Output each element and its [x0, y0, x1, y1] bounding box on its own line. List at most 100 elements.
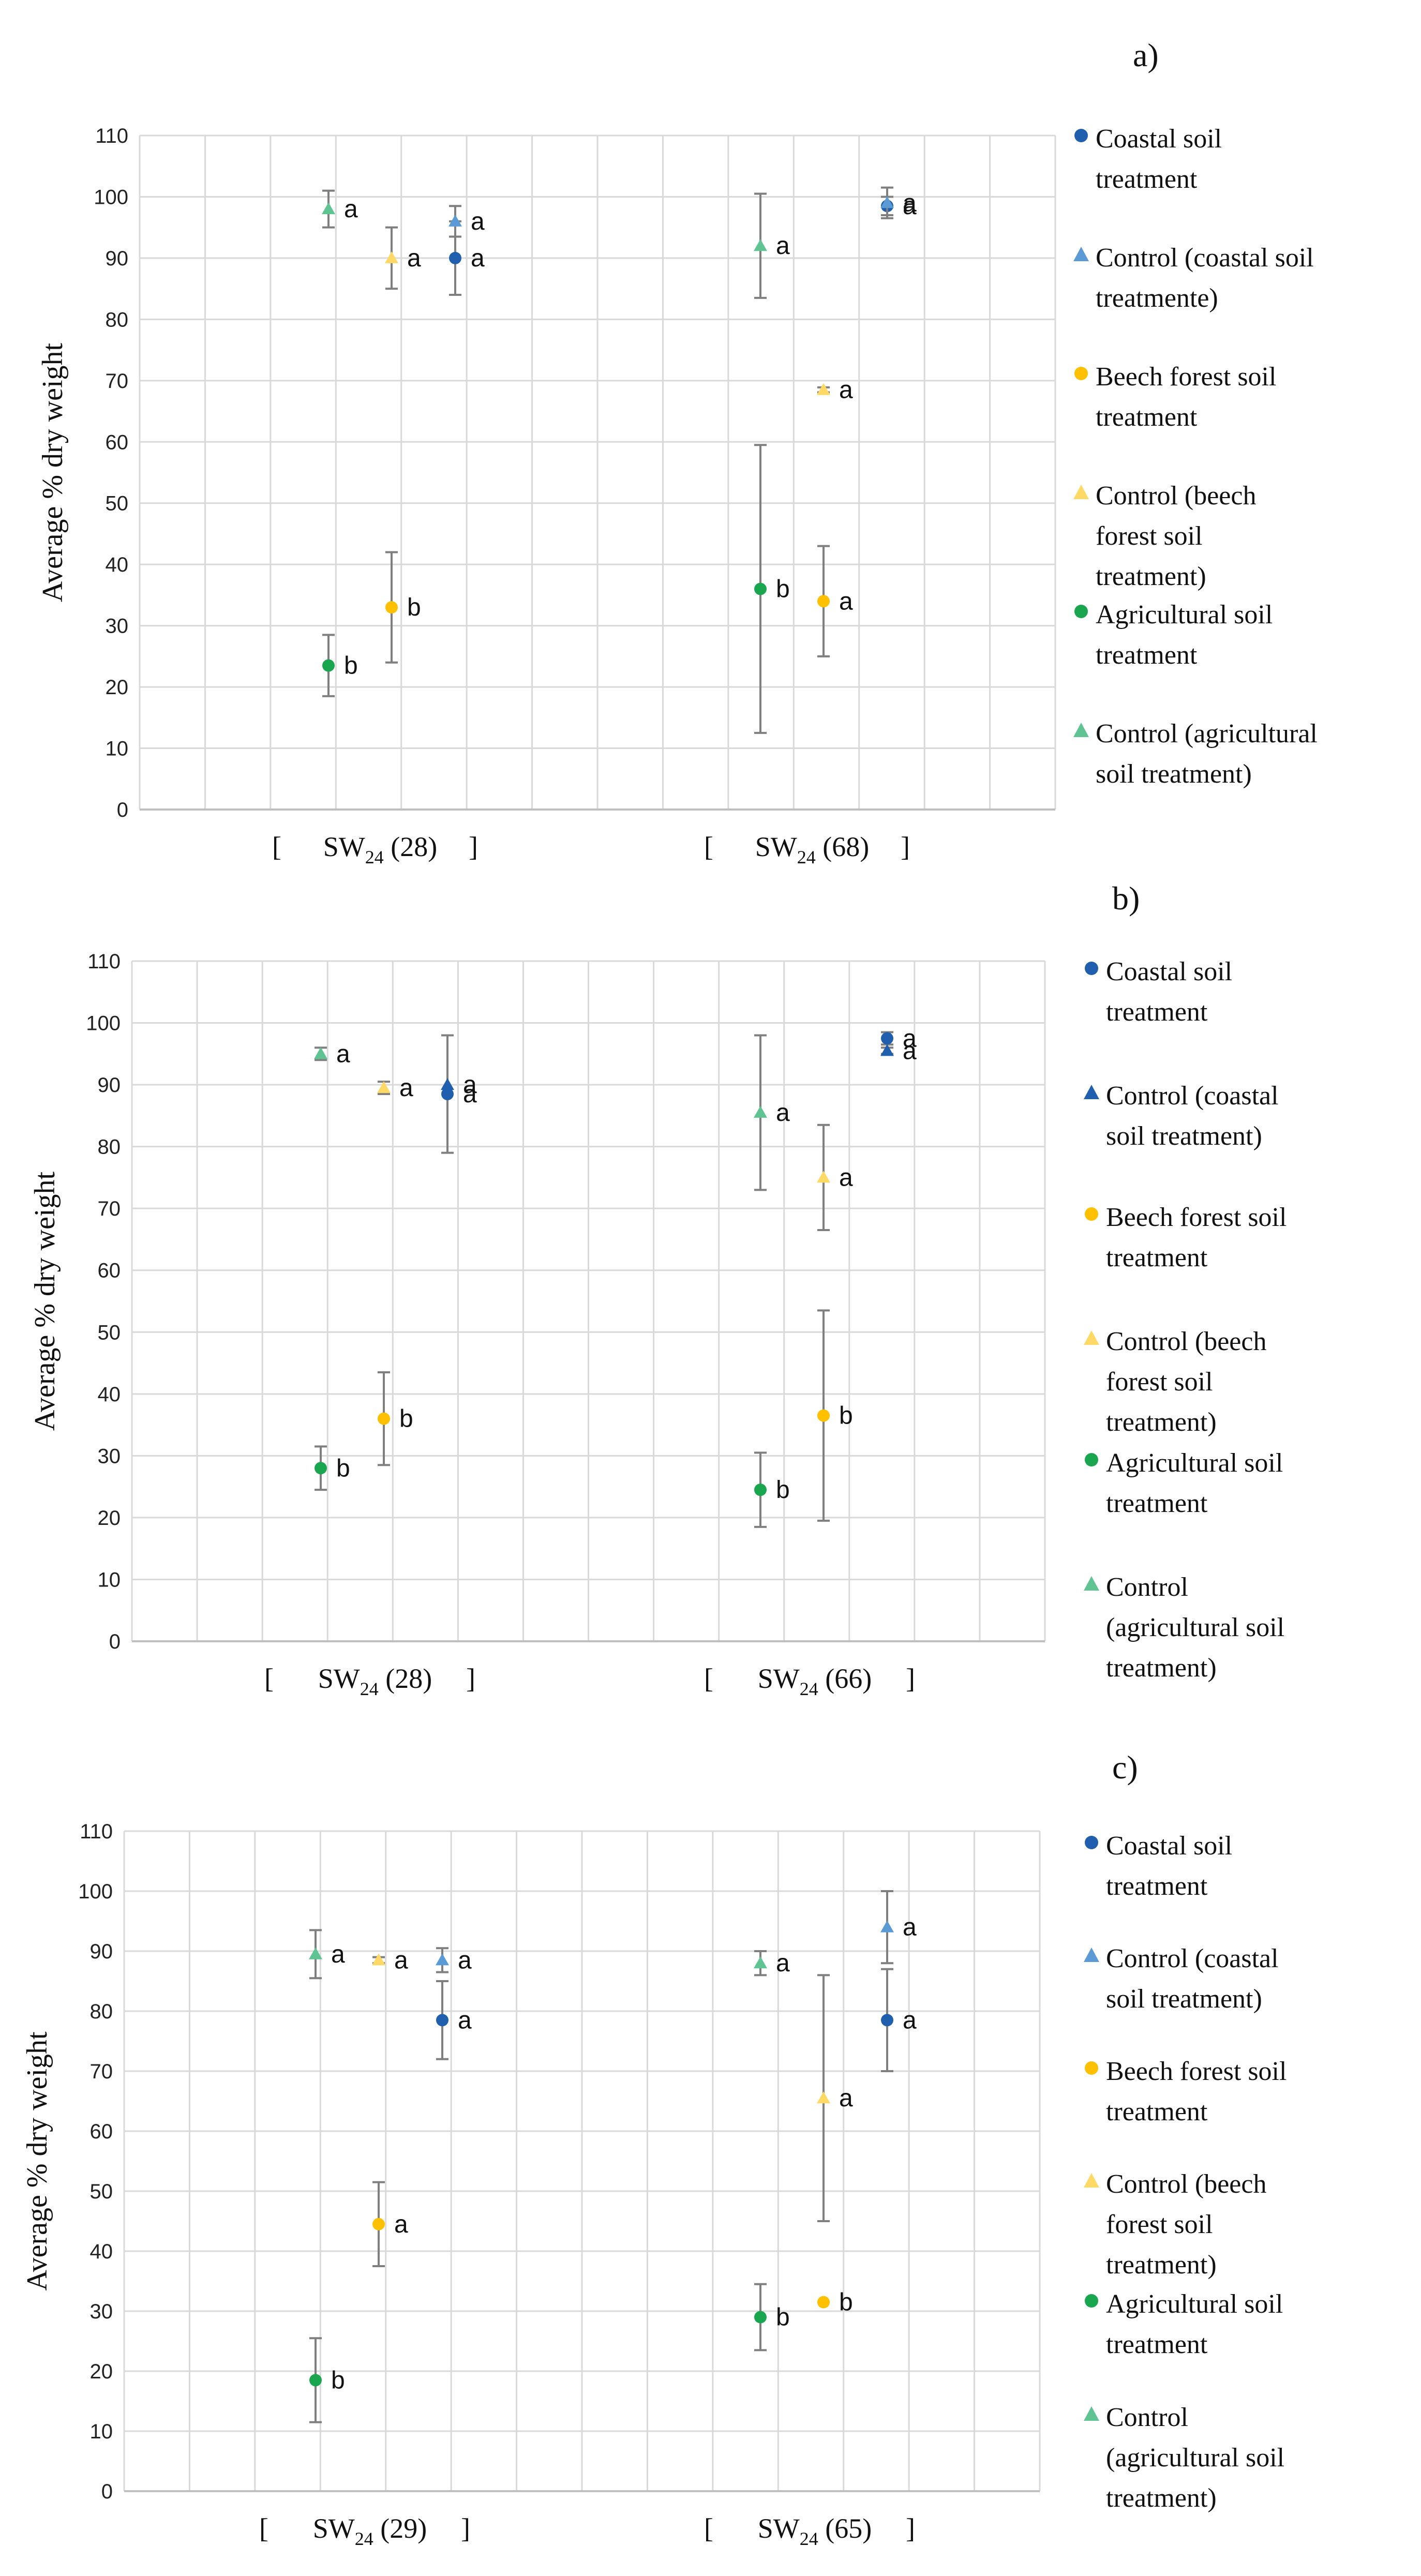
significance-label: a: [903, 1025, 917, 1052]
significance-label: b: [776, 1476, 790, 1504]
data-point: [441, 1088, 454, 1101]
legend-label: Control (beech forest soil treatment): [1096, 481, 1257, 591]
significance-label: a: [336, 1040, 350, 1068]
data-point: [817, 1171, 830, 1183]
category-bracket-open: [: [272, 831, 281, 862]
significance-label: a: [458, 1946, 472, 1974]
y-tick-label: 30: [98, 1445, 121, 1467]
data-point: [372, 1953, 385, 1966]
significance-label: b: [407, 594, 421, 621]
circle-marker-icon: [1085, 1207, 1098, 1221]
category-count: (68): [816, 831, 869, 862]
category-bracket-close: ]: [469, 831, 478, 862]
chart-panel-b: b) 0 10 20 30 40 50 60 70 80 90 100 110 Average % dr…: [0, 859, 1421, 1717]
category-label: SW24 (68): [755, 831, 869, 867]
data-point: [754, 1484, 767, 1496]
y-tick-label: 100: [86, 1012, 121, 1035]
significance-label: a: [471, 208, 485, 235]
y-tick-label: 90: [90, 1940, 113, 1963]
significance-label: a: [776, 1950, 790, 1977]
significance-label: b: [336, 1455, 350, 1482]
legend-label: Control (agricultural soil treatment): [1106, 2403, 1285, 2513]
significance-label: a: [471, 245, 485, 272]
category-bracket-close: ]: [906, 1663, 915, 1694]
category-bracket-close: ]: [906, 2513, 915, 2544]
significance-label: a: [399, 1074, 413, 1102]
significance-label: a: [394, 2211, 408, 2238]
y-tick-label: 10: [98, 1568, 121, 1591]
category-bracket-open: [: [264, 1663, 274, 1694]
significance-label: b: [776, 576, 790, 603]
significance-label: a: [463, 1071, 477, 1099]
data-point: [378, 1412, 390, 1425]
significance-label: a: [344, 196, 358, 223]
data-point: [754, 2311, 767, 2324]
y-tick-label: 60: [90, 2120, 113, 2143]
legend-label: Agricultural soil treatment: [1106, 2289, 1283, 2359]
data-point: [449, 251, 461, 264]
y-tick-label: 60: [98, 1260, 121, 1282]
data-point: [309, 2374, 322, 2387]
y-axis-label: Average % dry weight: [29, 1171, 61, 1431]
y-tick-label: 110: [80, 1820, 113, 1843]
data-point: [322, 202, 335, 215]
y-tick-label: 70: [106, 370, 129, 393]
y-tick-label: 80: [106, 308, 129, 331]
y-tick-label: 20: [90, 2360, 113, 2383]
legend-label: Control (coastal soil treatment): [1106, 1944, 1279, 2014]
chart-panel-c: c) 0 10 20 30 40 50 60 70 80 90 100 110 Average % dr…: [0, 1717, 1421, 2576]
y-axis-label: Average % dry weight: [37, 342, 69, 602]
significance-label: a: [407, 245, 421, 272]
category-subscript: 24: [365, 847, 384, 867]
category-bracket-close: ]: [466, 1663, 475, 1694]
data-point: [880, 196, 894, 208]
category-bracket-open: [: [704, 1663, 713, 1694]
triangle-marker-icon: [1084, 1576, 1099, 1591]
y-tick-label: 100: [78, 1880, 113, 1903]
significance-label: a: [776, 1099, 790, 1127]
data-point: [448, 214, 462, 227]
y-tick-label: 30: [90, 2300, 113, 2323]
category-name: SW: [318, 1663, 360, 1694]
triangle-marker-icon: [1084, 1085, 1099, 1099]
data-point: [817, 1409, 830, 1422]
y-tick-label: 80: [90, 2000, 113, 2023]
circle-marker-icon: [1085, 962, 1098, 975]
y-tick-label: 10: [106, 738, 129, 760]
legend-label: Beech forest soil treatment: [1096, 362, 1277, 432]
legend-label: Control (coastal soil treatment): [1106, 1081, 1279, 1151]
category-name: SW: [758, 2513, 800, 2544]
category-count: (65): [818, 2513, 872, 2544]
panel-label: a): [1133, 37, 1159, 73]
significance-label: a: [903, 2006, 917, 2034]
data-point: [754, 1956, 767, 1969]
legend-label: Control (coastal soil treatmente): [1096, 243, 1314, 313]
panel-label: c): [1112, 1749, 1138, 1786]
data-point: [436, 2014, 448, 2027]
significance-label: a: [839, 2085, 853, 2112]
circle-marker-icon: [1074, 129, 1088, 142]
significance-label: b: [839, 1402, 853, 1430]
data-point: [817, 383, 830, 395]
circle-marker-icon: [1074, 367, 1088, 380]
data-point: [372, 2218, 385, 2230]
y-tick-label: 50: [98, 1321, 121, 1344]
legend-label: Coastal soil treatment: [1106, 957, 1233, 1027]
y-tick-label: 90: [98, 1074, 121, 1097]
y-tick-label: 0: [109, 1630, 121, 1653]
legend-label: Control (agricultural soil treatment): [1106, 1572, 1285, 1683]
y-tick-label: 60: [106, 431, 129, 454]
legend-label: Control (agricultural soil treatment): [1096, 719, 1318, 789]
data-point: [881, 2014, 893, 2027]
triangle-marker-icon: [1073, 723, 1089, 737]
category-subscript: 24: [355, 2528, 373, 2549]
legend-label: Beech forest soil treatment: [1106, 1203, 1287, 1272]
y-tick-label: 50: [90, 2180, 113, 2203]
category-label: SW24 (65): [758, 2513, 872, 2549]
category-label: SW24 (28): [318, 1663, 432, 1699]
significance-label: b: [344, 652, 358, 680]
y-tick-label: 50: [106, 492, 129, 515]
category-name: SW: [758, 1663, 800, 1694]
legend-label: Coastal soil treatment: [1106, 1831, 1233, 1901]
scatter-plot: 0 10 20 30 40 50 60 70 80 90 100 110 Average % dry w…: [37, 125, 1056, 867]
